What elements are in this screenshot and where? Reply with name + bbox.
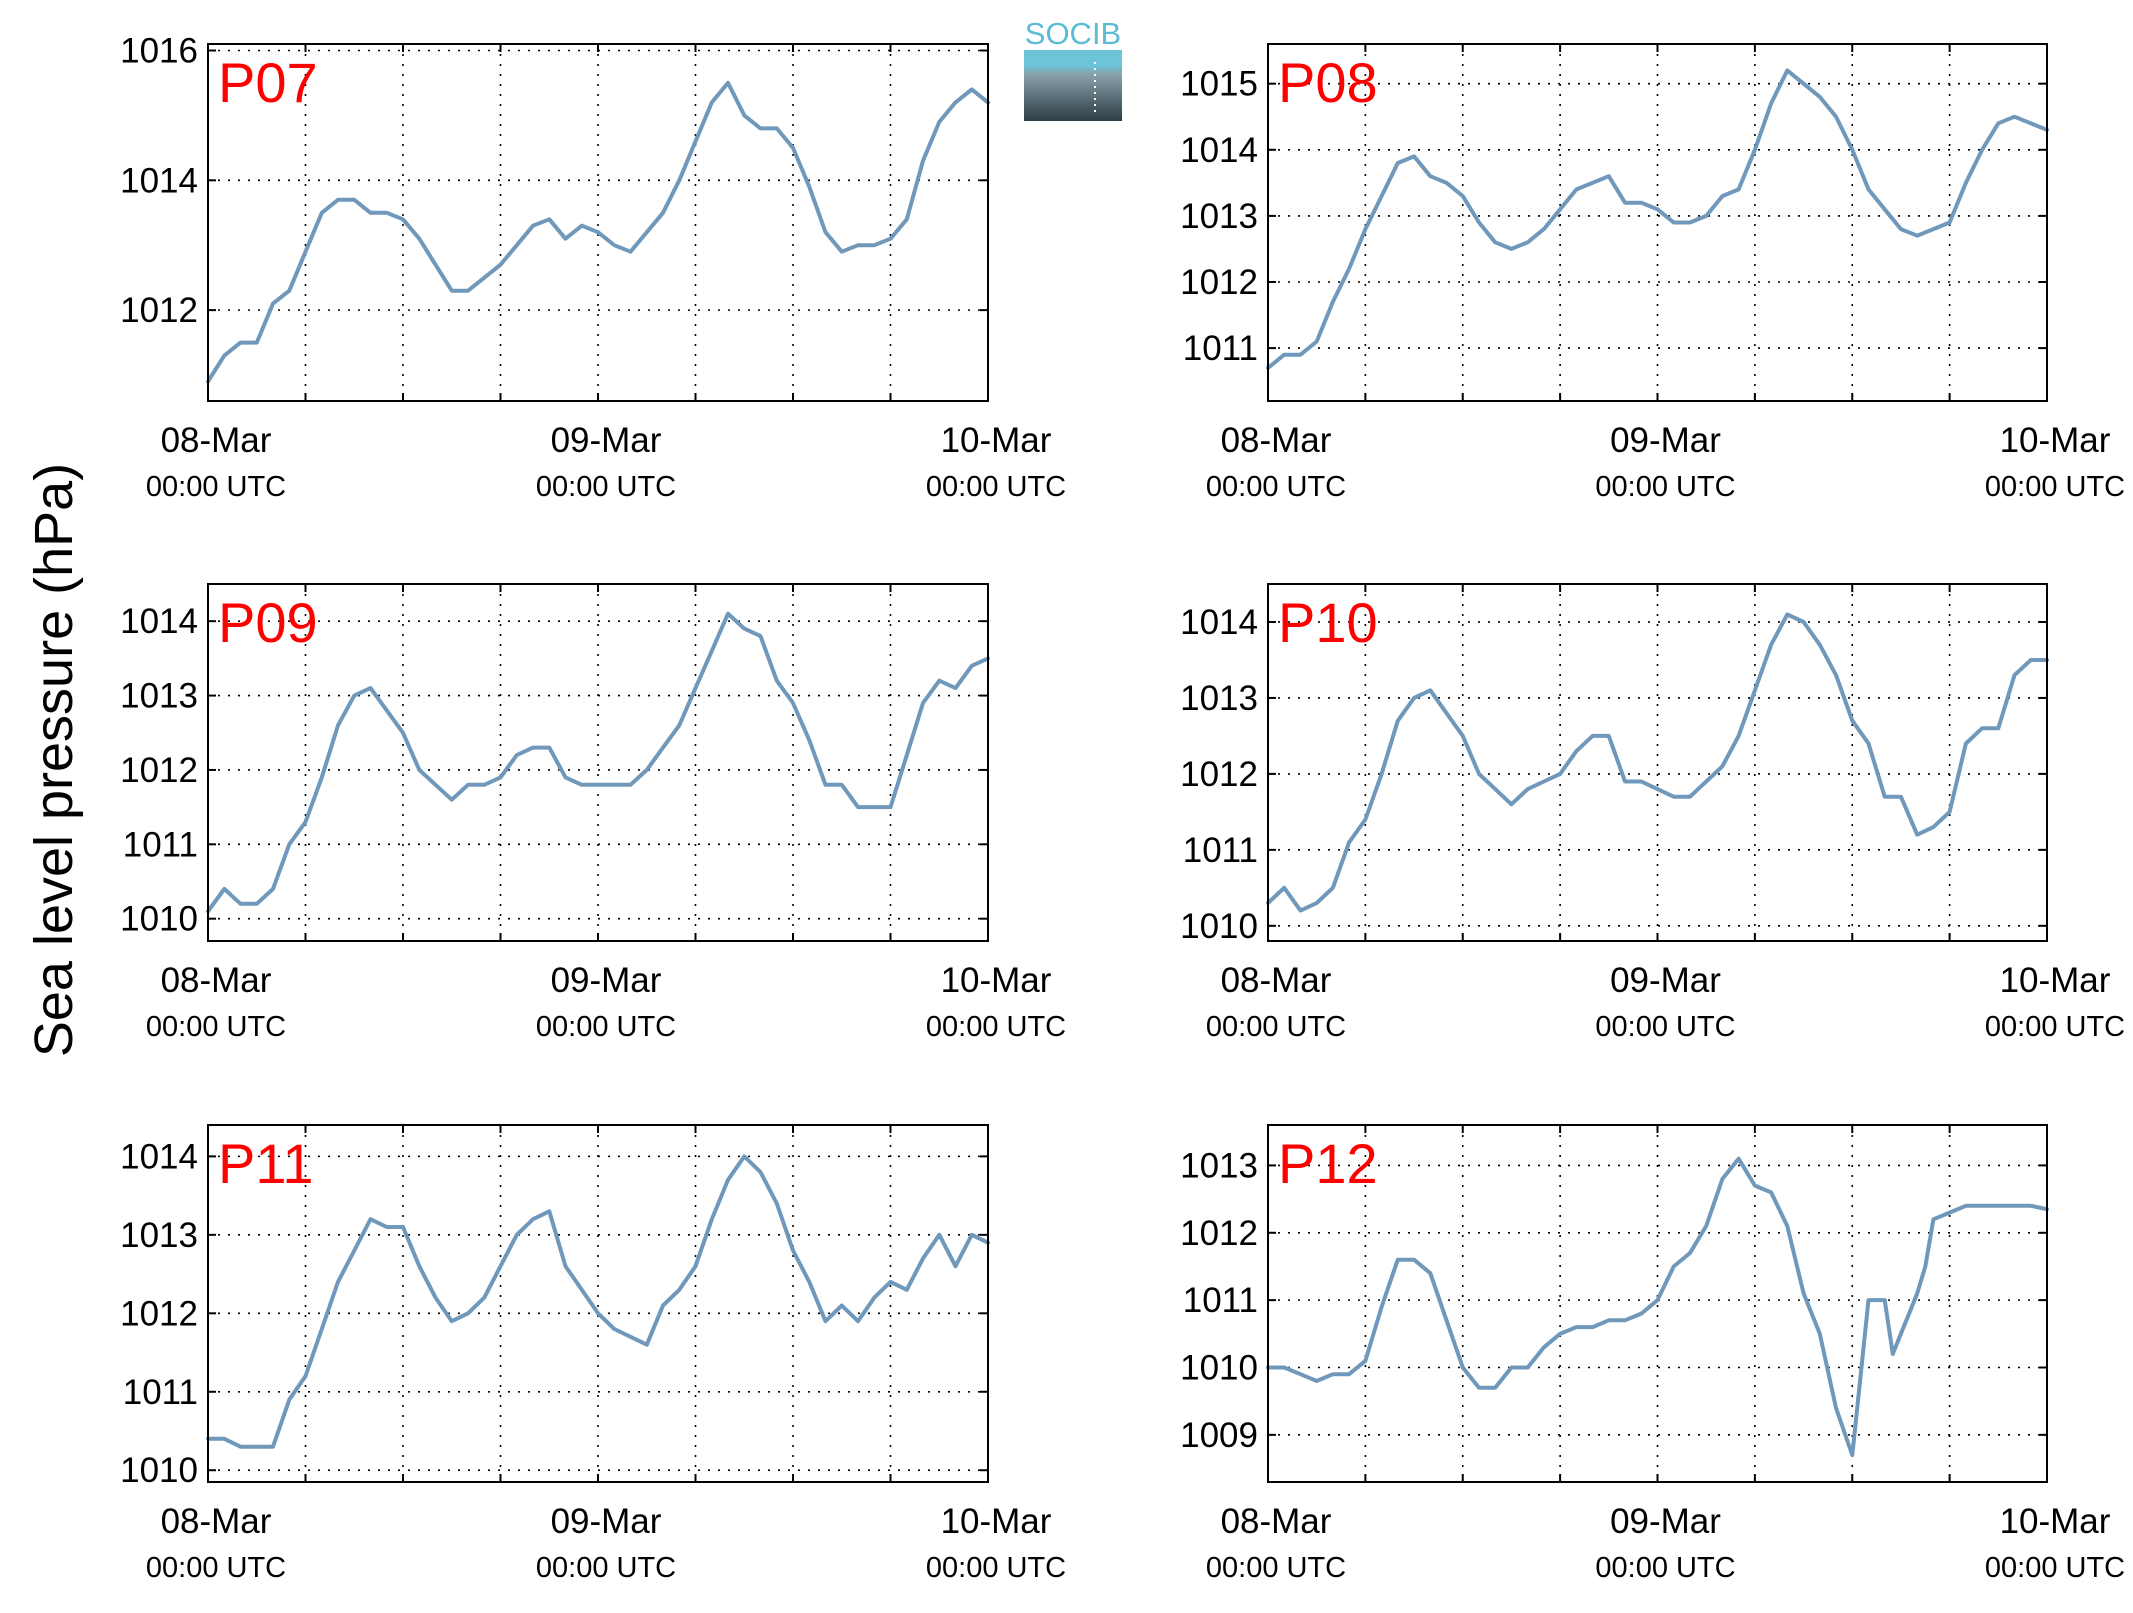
- x-tick-date-label: 09-Mar: [1610, 1502, 1721, 1541]
- y-tick-label: 1011: [123, 825, 198, 864]
- x-tick-time-label: 00:00 UTC: [1206, 1011, 1346, 1043]
- x-tick-time-label: 00:00 UTC: [1595, 1552, 1735, 1584]
- station-label: P11: [218, 1132, 313, 1195]
- panel-p11: 1010 1011 1012 1013 1014 P11 08-Mar 00:00 UTC 09…: [120, 1124, 1066, 1584]
- y-tick-label: 1013: [1180, 197, 1258, 236]
- x-tick-time-label: 00:00 UTC: [926, 1552, 1066, 1584]
- socib-logo-block: [1024, 36, 1122, 121]
- x-tick-date-label: 09-Mar: [551, 1502, 662, 1541]
- y-tick-label: 1012: [120, 291, 198, 330]
- y-tick-label: 1010: [1180, 907, 1258, 946]
- panels: 1012 1014 1016 P07 08-Mar 00:00 UTC 09-Mar 00:0…: [120, 31, 2125, 1584]
- panel-p09: 1010 1011 1012 1013 1014 P09 08-Mar 00:00 UTC 09…: [120, 583, 1066, 1043]
- y-tick-label: 1011: [1183, 831, 1258, 870]
- station-label: P10: [1278, 591, 1378, 654]
- y-tick-label: 1010: [1180, 1348, 1258, 1387]
- y-tick-label: 1014: [120, 161, 198, 200]
- y-tick-label: 1013: [120, 1216, 198, 1255]
- station-label: P12: [1278, 1132, 1378, 1195]
- x-tick-date-label: 08-Mar: [161, 1502, 272, 1541]
- panel-p08: 1011 1012 1013 1014 1015 P08 08-Mar 00:00 UTC 09…: [1180, 43, 2125, 503]
- x-tick-date-label: 10-Mar: [2000, 961, 2111, 1000]
- y-tick-label: 1011: [1183, 1281, 1258, 1320]
- panel-p10: 1010 1011 1012 1013 1014 P10 08-Mar 00:00 UTC 09…: [1180, 583, 2125, 1043]
- x-tick-date-label: 09-Mar: [551, 421, 662, 460]
- pressure-series-line: [1266, 612, 2049, 913]
- socib-logo-text: SOCIB: [1025, 16, 1121, 51]
- axes-box: [207, 1124, 989, 1483]
- x-tick-time-label: 00:00 UTC: [146, 471, 286, 503]
- axes-box: [1267, 1124, 2048, 1483]
- x-tick-date-label: 10-Mar: [941, 1502, 1052, 1541]
- y-tick-label: 1014: [1180, 131, 1258, 170]
- station-label: P09: [218, 591, 318, 654]
- x-tick-time-label: 00:00 UTC: [536, 1552, 676, 1584]
- y-tick-label: 1012: [1180, 755, 1258, 794]
- station-label: P08: [1278, 51, 1378, 114]
- y-tick-label: 1012: [1180, 263, 1258, 302]
- y-tick-label: 1011: [1183, 329, 1258, 368]
- y-tick-label: 1016: [120, 31, 198, 70]
- axes-box: [1267, 43, 2048, 402]
- x-tick-date-label: 08-Mar: [161, 961, 272, 1000]
- y-tick-label: 1010: [120, 1451, 198, 1490]
- x-tick-time-label: 00:00 UTC: [1595, 471, 1735, 503]
- x-tick-time-label: 00:00 UTC: [146, 1011, 286, 1043]
- x-tick-date-label: 10-Mar: [941, 961, 1052, 1000]
- y-tick-label: 1012: [120, 751, 198, 790]
- y-tick-label: 1015: [1180, 65, 1258, 104]
- x-tick-time-label: 00:00 UTC: [1985, 471, 2125, 503]
- y-axis-label: Sea level pressure (hPa): [24, 463, 84, 1057]
- pressure-series-line: [1266, 68, 2049, 370]
- y-tick-label: 1011: [123, 1373, 198, 1412]
- y-tick-label: 1013: [1180, 1146, 1258, 1185]
- x-tick-date-label: 10-Mar: [941, 421, 1052, 460]
- x-tick-time-label: 00:00 UTC: [1595, 1011, 1735, 1043]
- panel-p07: 1012 1014 1016 P07 08-Mar 00:00 UTC 09-Mar 00:0…: [120, 31, 1066, 503]
- y-tick-label: 1012: [1180, 1214, 1258, 1253]
- panel-p12: 1009 1010 1011 1012 1013 P12 08-Mar 00:00 UTC 09…: [1180, 1124, 2125, 1584]
- axes-box: [207, 43, 989, 402]
- x-tick-time-label: 00:00 UTC: [146, 1552, 286, 1584]
- x-tick-time-label: 00:00 UTC: [926, 471, 1066, 503]
- y-tick-label: 1014: [120, 602, 198, 641]
- socib-logo: SOCIB: [1024, 16, 1122, 121]
- x-tick-time-label: 00:00 UTC: [926, 1011, 1066, 1043]
- axes-box: [207, 583, 989, 942]
- x-tick-date-label: 08-Mar: [1221, 961, 1332, 1000]
- y-tick-label: 1012: [120, 1294, 198, 1333]
- x-tick-date-label: 08-Mar: [1221, 421, 1332, 460]
- x-tick-date-label: 09-Mar: [1610, 421, 1721, 460]
- x-tick-time-label: 00:00 UTC: [1985, 1552, 2125, 1584]
- y-tick-label: 1010: [120, 900, 198, 939]
- axes-box: [1267, 583, 2048, 942]
- y-tick-label: 1013: [120, 677, 198, 716]
- x-tick-date-label: 09-Mar: [551, 961, 662, 1000]
- station-label: P07: [218, 51, 318, 114]
- x-tick-time-label: 00:00 UTC: [1985, 1011, 2125, 1043]
- x-tick-date-label: 08-Mar: [1221, 1502, 1332, 1541]
- pressure-series-line: [1266, 1156, 2049, 1458]
- pressure-series-line: [206, 1154, 990, 1449]
- x-tick-date-label: 10-Mar: [2000, 1502, 2111, 1541]
- x-tick-date-label: 09-Mar: [1610, 961, 1721, 1000]
- y-tick-label: 1014: [120, 1137, 198, 1176]
- x-tick-time-label: 00:00 UTC: [536, 1011, 676, 1043]
- x-tick-time-label: 00:00 UTC: [1206, 1552, 1346, 1584]
- x-tick-date-label: 08-Mar: [161, 421, 272, 460]
- pressure-series-line: [206, 80, 990, 384]
- y-tick-label: 1014: [1180, 603, 1258, 642]
- x-tick-time-label: 00:00 UTC: [536, 471, 676, 503]
- y-tick-label: 1009: [1180, 1416, 1258, 1455]
- x-tick-time-label: 00:00 UTC: [1206, 471, 1346, 503]
- x-tick-date-label: 10-Mar: [2000, 421, 2111, 460]
- y-tick-label: 1013: [1180, 679, 1258, 718]
- socib-logo-text-band: [1024, 18, 1122, 50]
- pressure-series-line: [206, 611, 990, 914]
